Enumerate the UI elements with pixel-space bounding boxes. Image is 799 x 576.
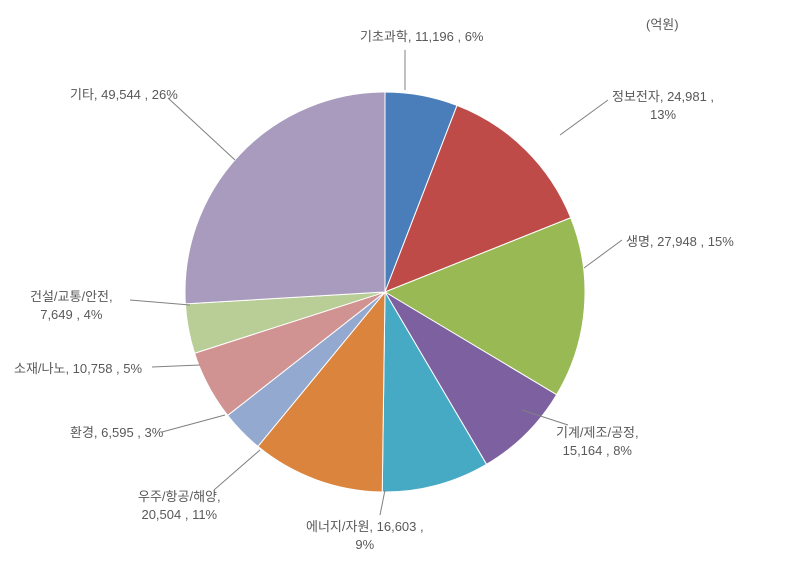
slice-label: 생명, 27,948 , 15%	[626, 233, 734, 251]
leader-line	[130, 300, 190, 305]
slice-label: 정보전자, 24,981 ,13%	[612, 88, 714, 123]
slice-label: 기계/제조/공정,15,164 , 8%	[556, 424, 639, 459]
slice-label: 소재/나노, 10,758 , 5%	[14, 360, 142, 378]
leader-line	[152, 365, 200, 367]
slice-label: 환경, 6,595 , 3%	[70, 424, 163, 442]
leader-line	[168, 98, 235, 160]
leader-line	[380, 490, 385, 515]
slice-label: 우주/항공/해양,20,504 , 11%	[138, 488, 221, 523]
chart-container: (억원) 기초과학, 11,196 , 6%정보전자, 24,981 ,13%생…	[0, 0, 799, 576]
leader-line	[214, 450, 260, 490]
leader-line	[522, 410, 568, 425]
leader-line	[560, 100, 608, 135]
slice-label: 에너지/자원, 16,603 ,9%	[306, 518, 424, 553]
leader-line	[584, 240, 622, 268]
leader-line	[162, 415, 225, 432]
slice-label: 기타, 49,544 , 26%	[70, 86, 178, 104]
slice-label: 건설/교통/안전,7,649 , 4%	[30, 288, 113, 323]
slice-label: 기초과학, 11,196 , 6%	[360, 28, 484, 46]
